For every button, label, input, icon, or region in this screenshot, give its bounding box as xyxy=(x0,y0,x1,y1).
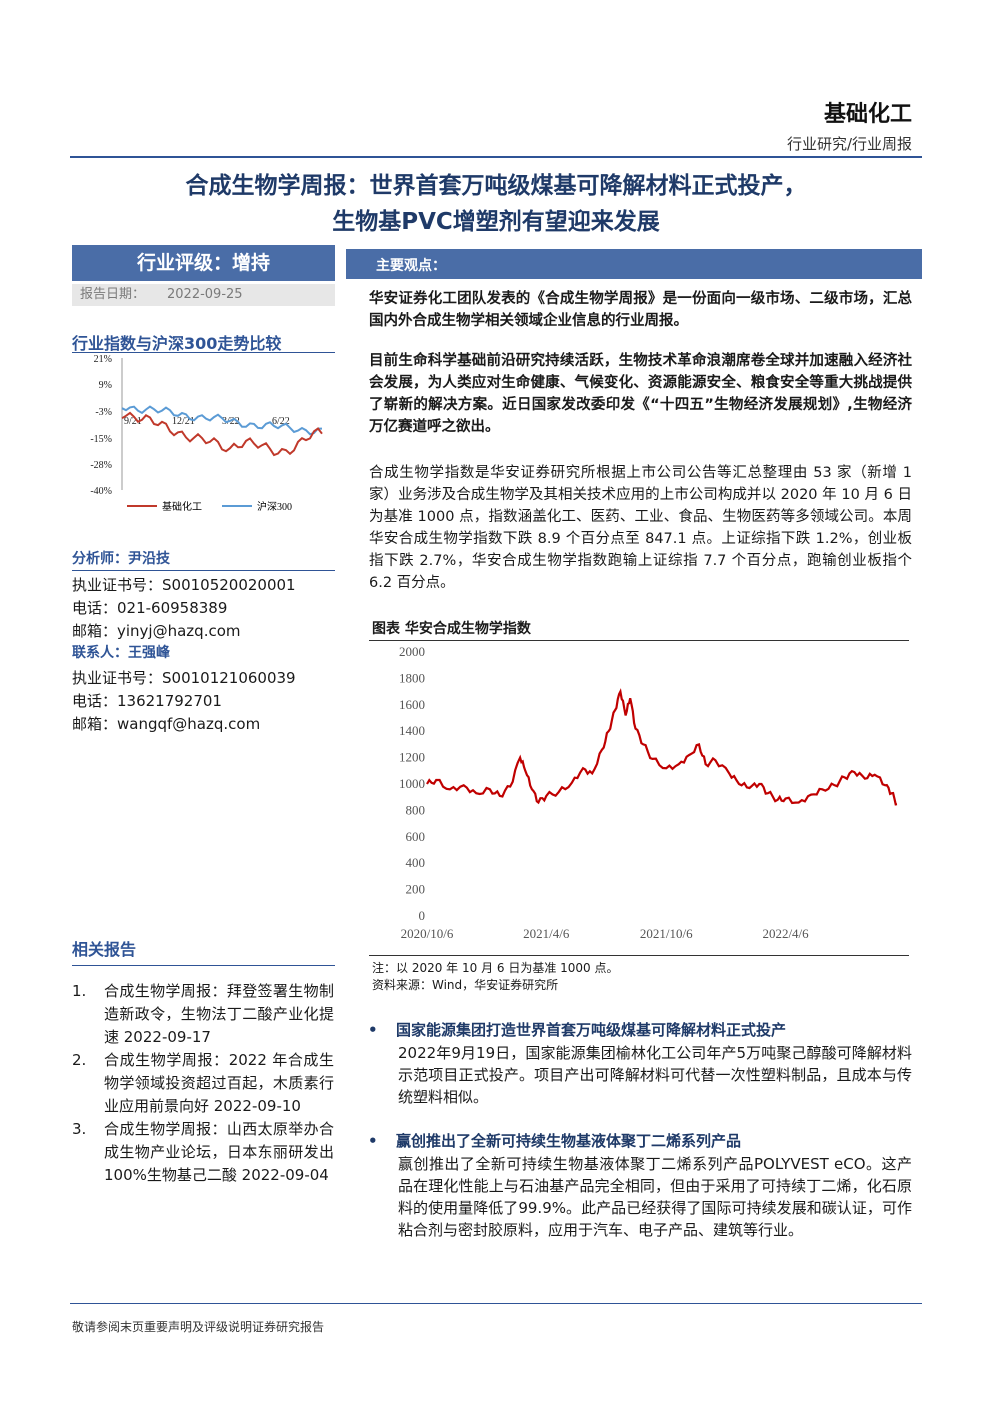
y-tick-label: 1400 xyxy=(399,723,425,738)
related-report-text: 合成生物学周报：拜登签署生物制造新政令，生物法丁二酸产业化提速 2022-09-… xyxy=(104,982,334,1046)
analyst-email: 邮箱：yinyj@hazq.com xyxy=(72,622,241,640)
report-date-row: 报告日期： 2022-09-25 xyxy=(72,284,335,306)
main-view-label: 主要观点： xyxy=(376,258,446,274)
analyst-phone: 电话：021-60958389 xyxy=(72,599,228,617)
ic-x-tick-label: 12/21 xyxy=(172,416,195,427)
contact-phone: 电话：13621792701 xyxy=(72,692,222,710)
related-reports-title: 相关报告 xyxy=(72,940,137,959)
x-tick-label: 2020/10/6 xyxy=(401,926,454,941)
x-tick-label: 2021/10/6 xyxy=(640,926,693,941)
analyst-block: 执业证书号：S0010520020001 电话：021-60958389 邮箱：… xyxy=(72,574,296,643)
footer-divider xyxy=(70,1303,922,1304)
main-view-para-2: 目前生命科学基础前沿研究持续活跃，生物技术革命浪潮席卷全球并加速融入经济社会发展… xyxy=(369,353,912,435)
news-title-text: 赢创推出了全新可持续生物基液体聚丁二烯系列产品 xyxy=(396,1132,742,1150)
main-view-bar: 主要观点： xyxy=(346,249,922,279)
contact-email: 邮箱：wangqf@hazq.com xyxy=(72,715,261,733)
synbio-index-line xyxy=(426,688,898,806)
ic-y-tick-label: -3% xyxy=(95,407,112,418)
index-compare-title: 行业指数与沪深300走势比较 xyxy=(72,334,282,353)
index-chart-top-rule xyxy=(369,640,909,641)
main-view-para-1: 华安证券化工团队发表的《合成生物学周报》是一份面向一级市场、二级市场，汇总国内外… xyxy=(369,291,912,329)
report-title-line2: 生物基PVC增塑剂有望迎来发展 xyxy=(332,209,660,235)
legend-hs300-label: 沪深300 xyxy=(257,500,292,513)
header-divider xyxy=(70,156,922,158)
y-tick-label: 200 xyxy=(406,882,426,897)
ic-y-tick-label: -15% xyxy=(90,434,112,445)
related-report-num: 3. xyxy=(72,1120,87,1138)
y-tick-label: 2000 xyxy=(399,644,425,659)
synbio-index-chart: 0 200 400 600 800 1000 1200 1400 1600 1800 2000 20… xyxy=(399,644,898,941)
ic-y-tick-label: 9% xyxy=(99,380,112,391)
y-tick-label: 1600 xyxy=(399,697,425,712)
news-title-1[interactable]: • 国家能源集团打造世界首套万吨级煤基可降解材料正式投产 xyxy=(368,1019,786,1040)
index-chart-title: 图表 华安合成生物学指数 xyxy=(372,621,531,637)
analyst-rule xyxy=(72,570,335,571)
index-chart-bottom-rule xyxy=(369,955,909,956)
y-tick-label: 1000 xyxy=(399,776,425,791)
y-tick-label: 1800 xyxy=(399,670,425,685)
report-date-label: 报告日期： xyxy=(80,287,146,302)
industry-line xyxy=(121,411,323,457)
y-tick-label: 800 xyxy=(406,802,426,817)
contact-block: 执业证书号：S0010121060039 电话：13621792701 邮箱：w… xyxy=(72,667,296,736)
x-tick-label: 2021/4/6 xyxy=(523,926,570,941)
news-body-2: 赢创推出了全新可持续生物基液体聚丁二烯系列产品POLYVEST eCO。这产品在… xyxy=(398,1155,912,1239)
news-title-text: 国家能源集团打造世界首套万吨级煤基可降解材料正式投产 xyxy=(396,1021,787,1039)
bullet-icon: • xyxy=(368,1132,378,1150)
footer-disclaimer: 敬请参阅末页重要声明及评级说明证券研究报告 xyxy=(72,1320,325,1334)
index-compare-chart: 21%9%-3%-15%-28%-40% 9/21 12/21 3/22 6/22 基… xyxy=(90,354,323,513)
ic-x-tick-label: 9/21 xyxy=(124,416,142,427)
legend-industry-label: 基础化工 xyxy=(162,500,202,513)
industry-rating: 行业评级：增持 xyxy=(72,245,335,281)
related-report-item[interactable]: 2. 合成生物学周报：2022 年合成生物学领域投资超过百起，木质素行业应用前景… xyxy=(72,1049,334,1118)
index-compare-rule xyxy=(72,352,335,353)
analyst-title: 分析师：尹沿技 xyxy=(72,551,170,567)
report-type: 行业研究/行业周报 xyxy=(786,135,912,153)
index-chart-note: 注：以 2020 年 10 月 6 日为基准 1000 点。 xyxy=(372,961,619,975)
related-report-text: 合成生物学周报：山西太原举办合成生物产业论坛，日本东丽研发出 100%生物基己二… xyxy=(104,1120,334,1184)
y-tick-label: 1200 xyxy=(399,750,425,765)
ic-y-tick-label: 21% xyxy=(94,354,112,365)
contact-cert: 执业证书号：S0010121060039 xyxy=(72,669,296,687)
related-report-num: 2. xyxy=(72,1051,87,1069)
y-tick-label: 0 xyxy=(419,908,426,923)
hs300-line xyxy=(121,405,322,436)
x-tick-label: 2022/4/6 xyxy=(762,926,809,941)
analyst-cert: 执业证书号：S0010520020001 xyxy=(72,576,296,594)
news-title-2[interactable]: • 赢创推出了全新可持续生物基液体聚丁二烯系列产品 xyxy=(368,1130,741,1151)
related-report-num: 1. xyxy=(72,982,87,1000)
related-report-item[interactable]: 3. 合成生物学周报：山西太原举办合成生物产业论坛，日本东丽研发出 100%生物… xyxy=(72,1118,334,1187)
report-date-value: 2022-09-25 xyxy=(167,287,243,302)
industry-name: 基础化工 xyxy=(823,102,912,127)
ic-y-tick-label: -28% xyxy=(90,460,112,471)
related-reports-list: 1. 合成生物学周报：拜登签署生物制造新政令，生物法丁二酸产业化提速 2022-… xyxy=(72,980,334,1187)
ic-y-tick-label: -40% xyxy=(90,486,112,497)
y-tick-label: 400 xyxy=(406,855,426,870)
index-chart-source: 资料来源：Wind，华安证券研究所 xyxy=(372,978,559,992)
ic-x-tick-label: 6/22 xyxy=(272,416,290,427)
related-report-text: 合成生物学周报：2022 年合成生物学领域投资超过百起，木质素行业应用前景向好 … xyxy=(104,1051,334,1115)
news-body-1: 2022年9月19日，国家能源集团榆林化工公司年产5万吨聚己醇酸可降解材料示范项… xyxy=(398,1044,912,1106)
main-view-para-3: 合成生物学指数是华安证券研究所根据上市公司公告等汇总整理由 53 家（新增 1 … xyxy=(369,465,912,591)
bullet-icon: • xyxy=(368,1021,378,1039)
y-tick-label: 600 xyxy=(406,829,426,844)
related-report-item[interactable]: 1. 合成生物学周报：拜登签署生物制造新政令，生物法丁二酸产业化提速 2022-… xyxy=(72,980,334,1049)
related-reports-rule xyxy=(72,965,335,966)
contact-title: 联系人：王强峰 xyxy=(72,645,170,661)
report-title-line1: 合成生物学周报：世界首套万吨级煤基可降解材料正式投产， xyxy=(185,173,807,199)
